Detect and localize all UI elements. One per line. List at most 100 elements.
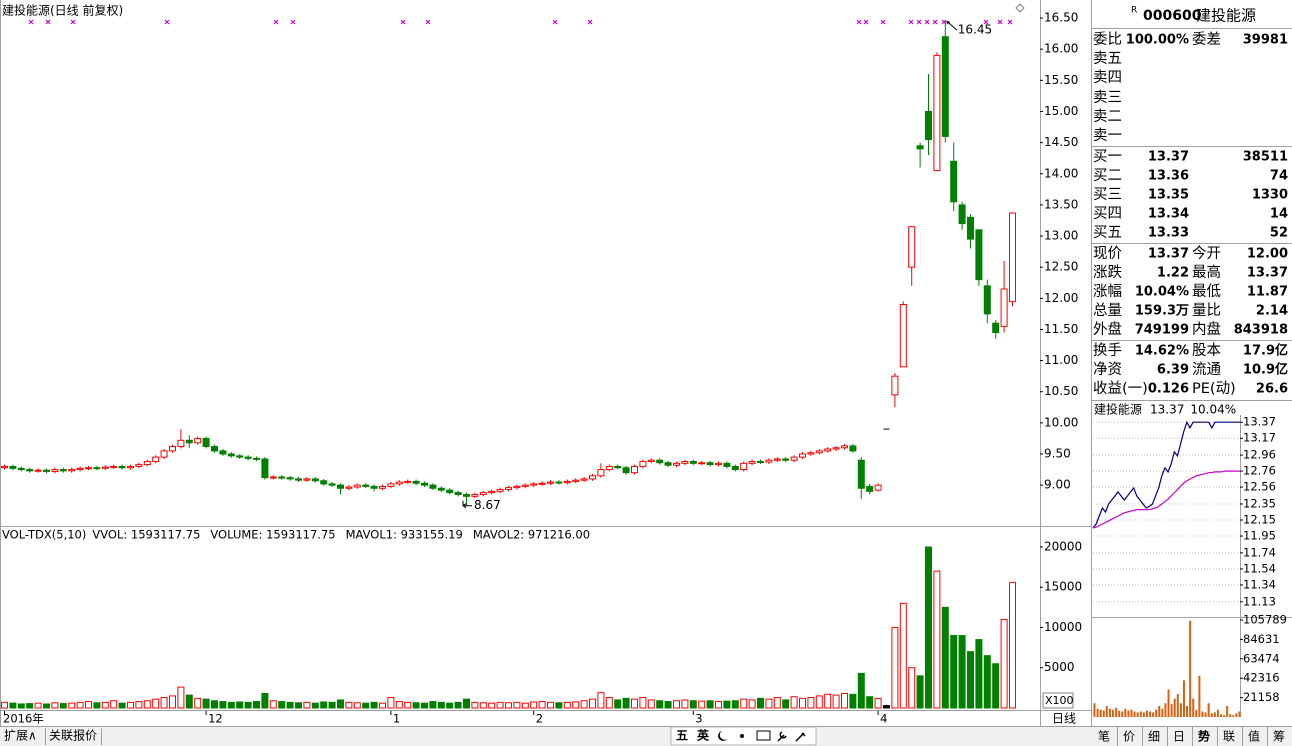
y-tick-label: 11.50: [1044, 322, 1078, 336]
y-tick-label: 84631: [1243, 632, 1280, 646]
x-tick-label: 4: [880, 712, 887, 726]
tab[interactable]: 日: [1173, 730, 1185, 744]
candle-body: [311, 478, 319, 482]
candle-body: [950, 160, 958, 203]
candle-body: [841, 445, 848, 449]
volume-bar: [278, 701, 286, 709]
marker-icon: [70, 19, 76, 25]
y-tick-label: 15000: [1044, 580, 1082, 594]
keyboard-icon[interactable]: [756, 730, 771, 741]
candle-body: [9, 465, 17, 469]
y-tick-label: 21158: [1243, 690, 1280, 704]
candle-body: [446, 489, 454, 494]
y-tick-label: 11.00: [1044, 353, 1078, 367]
candle-body: [723, 462, 731, 467]
dot-icon[interactable]: [740, 734, 744, 738]
volume-bar: [1121, 711, 1124, 717]
candle-body: [320, 480, 328, 485]
volume-bar: [59, 703, 67, 709]
volume-bar: [1216, 709, 1219, 717]
toolbar-button[interactable]: 扩展∧: [4, 729, 37, 743]
volume-bar: [765, 698, 773, 709]
volume-bar: [160, 697, 168, 709]
marker-icon: [932, 19, 938, 25]
volume-bar: [295, 702, 302, 709]
moon-icon[interactable]: [718, 731, 727, 741]
candle-body: [555, 481, 563, 484]
marker-icon: [997, 19, 1003, 25]
marker-icon: [983, 19, 989, 25]
volume-bar: [1161, 708, 1164, 717]
badge: R: [1131, 6, 1137, 16]
field-value: 13.34: [1148, 207, 1189, 222]
volume-bar: [143, 700, 151, 709]
marker-icon: [924, 19, 930, 25]
tab[interactable]: 值: [1248, 729, 1260, 744]
field-value: 14.62%: [1135, 344, 1189, 359]
volume-bar: [345, 701, 353, 709]
annotation-arrow: [946, 20, 958, 31]
price-line: [1092, 420, 1240, 529]
diamond-icon: [1015, 3, 1025, 13]
volume-bar: [337, 699, 344, 709]
volume-bar: [1124, 708, 1127, 717]
volume-bar: [916, 675, 924, 709]
field-value: 10.04%: [1135, 285, 1189, 300]
tab[interactable]: 筹: [1273, 730, 1285, 744]
volume-bar: [269, 700, 277, 709]
tool-icon[interactable]: [795, 732, 806, 742]
volume-bar: [673, 700, 680, 709]
volume-bar: [1213, 712, 1216, 717]
candle-body: [127, 465, 134, 469]
candle-body: [757, 460, 764, 463]
volume-bar: [1145, 710, 1148, 717]
field-value: 74: [1270, 169, 1288, 184]
volume-bar: [379, 702, 386, 709]
toolbar: 扩展∧ 关联报价 五 英 笔 价 细 日 势 联 值 筹: [0, 726, 1292, 746]
ime-icon[interactable]: 英: [697, 728, 710, 743]
tab-active[interactable]: 势: [1198, 729, 1210, 744]
ime-icon[interactable]: 五: [676, 729, 688, 743]
wrench-icon[interactable]: [777, 731, 787, 742]
volume-bar: [320, 701, 328, 709]
candle-body: [832, 447, 840, 450]
volume-bar: [1210, 713, 1213, 717]
marker-icon: [916, 19, 922, 25]
marker-icon: [425, 19, 431, 25]
y-tick-label: 14.00: [1044, 166, 1078, 180]
volume-bar: [261, 693, 269, 709]
candle-body: [824, 448, 832, 452]
tab[interactable]: 笔: [1098, 729, 1110, 744]
tab[interactable]: 价: [1123, 730, 1135, 744]
y-tick-label: 9.00: [1044, 478, 1071, 492]
candle-body: [404, 480, 412, 483]
volume-bar: [597, 692, 605, 709]
candle-body: [110, 465, 118, 468]
candle-body: [135, 464, 143, 467]
y-tick-label: 16.50: [1044, 11, 1078, 25]
volume-bar: [85, 701, 92, 709]
volume-bar: [219, 701, 227, 709]
volume-bar: [530, 701, 538, 709]
marker-icon: [273, 19, 279, 25]
y-tick-label: 11.74: [1243, 545, 1276, 559]
volume-bar: [740, 698, 748, 709]
tab[interactable]: 细: [1148, 730, 1160, 744]
marker-icon: [28, 19, 34, 25]
field-value: 13.37: [1148, 247, 1189, 262]
unit-box: [1042, 692, 1074, 709]
volume-bar: [1009, 581, 1016, 709]
candle-body: [152, 456, 160, 462]
volume-bar: [580, 700, 588, 709]
volume-bar: [513, 701, 521, 709]
tab[interactable]: 联: [1223, 730, 1235, 744]
volume-bar: [479, 702, 487, 709]
candle-body: [421, 482, 428, 486]
toolbar-button[interactable]: 关联报价: [49, 728, 97, 743]
field-label: 买五: [1093, 224, 1122, 241]
field-label: 涨幅: [1093, 283, 1122, 300]
candle-body: [295, 478, 302, 481]
volume-bar: [68, 702, 76, 709]
candle-body: [471, 493, 479, 497]
